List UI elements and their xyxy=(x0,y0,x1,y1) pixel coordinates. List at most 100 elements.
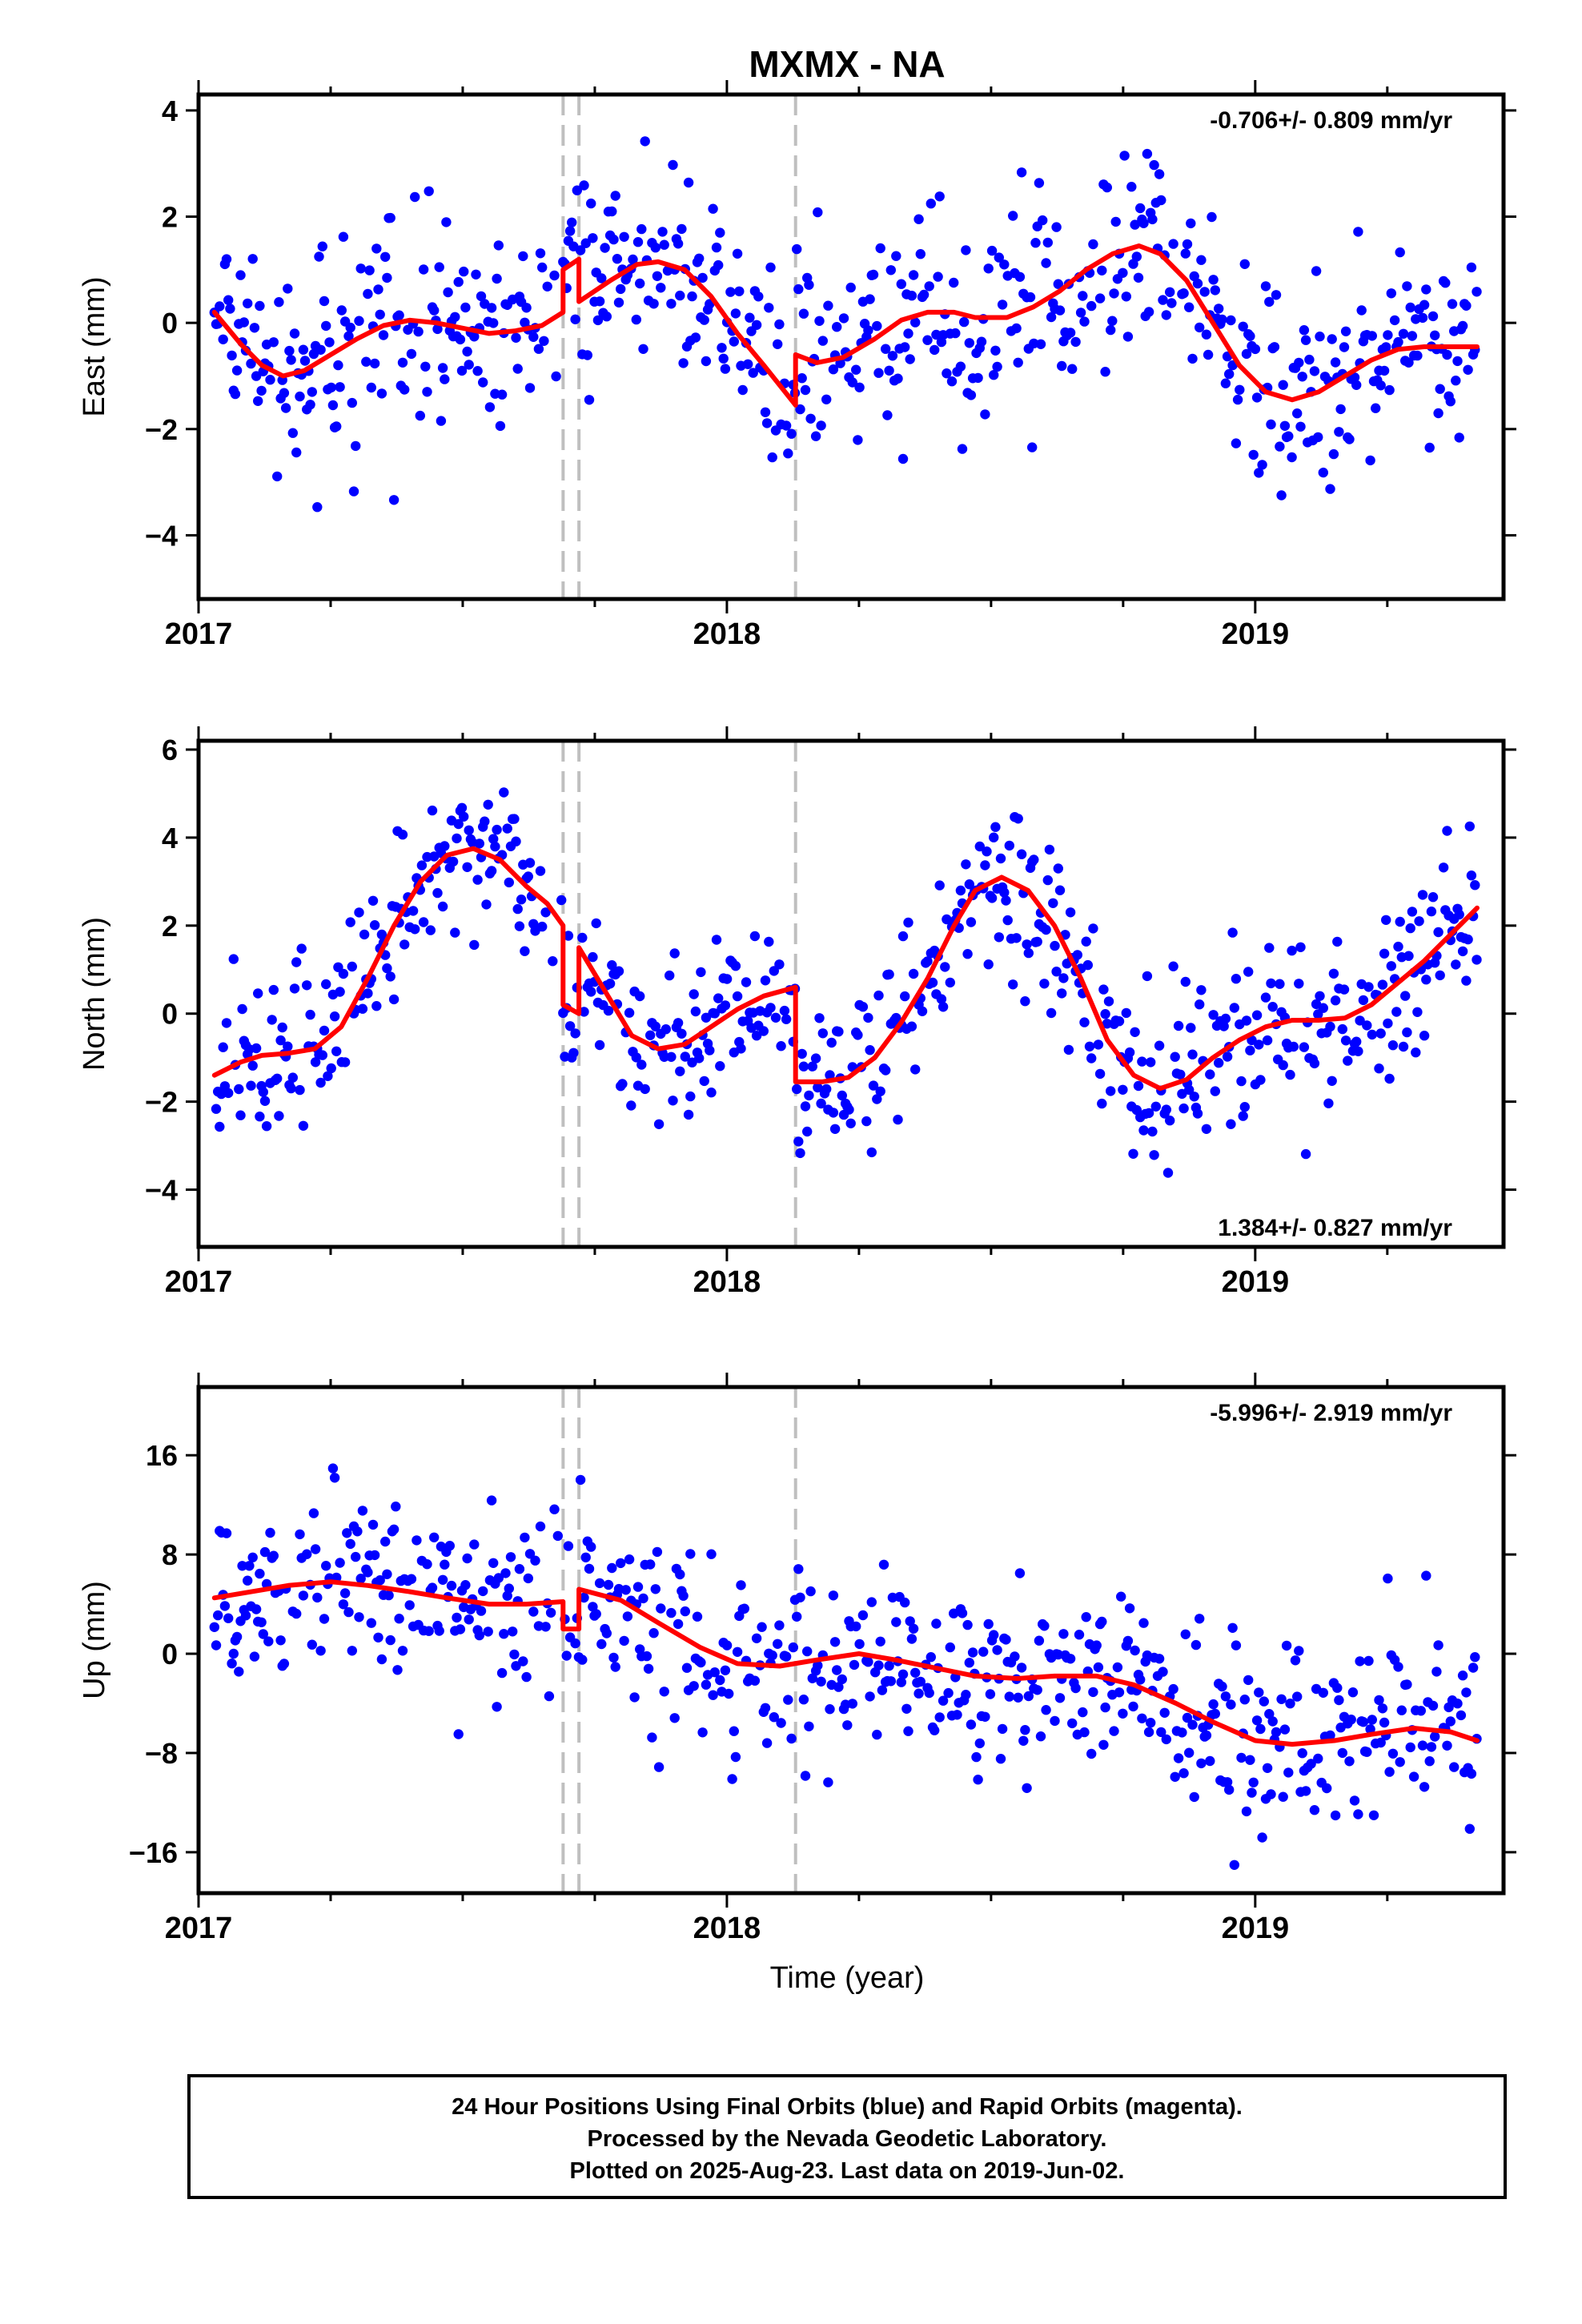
data-point xyxy=(376,1654,387,1665)
y-tick-label: 4 xyxy=(162,94,178,127)
data-point xyxy=(926,1652,937,1663)
data-point xyxy=(308,1508,319,1518)
data-point xyxy=(518,1656,528,1667)
data-point xyxy=(361,356,371,367)
data-point xyxy=(1330,1810,1341,1821)
data-point xyxy=(321,320,331,332)
data-point xyxy=(1173,1020,1184,1031)
data-point xyxy=(251,1604,262,1614)
data-point xyxy=(1445,396,1456,407)
data-point xyxy=(1419,1782,1430,1792)
data-point xyxy=(821,1084,832,1095)
data-point xyxy=(440,841,450,851)
data-point xyxy=(388,495,400,505)
data-point xyxy=(934,880,945,891)
data-point xyxy=(788,1642,798,1653)
data-point xyxy=(1396,1705,1407,1715)
data-point xyxy=(218,1042,228,1052)
data-point xyxy=(1118,1708,1128,1719)
data-point xyxy=(268,1550,279,1561)
data-point xyxy=(622,1611,633,1622)
data-point xyxy=(635,278,645,289)
data-point xyxy=(1137,1056,1147,1067)
data-point xyxy=(1008,211,1018,221)
data-point xyxy=(694,1053,705,1063)
data-point xyxy=(783,448,793,459)
data-point xyxy=(1402,1027,1412,1038)
data-point xyxy=(997,300,1008,310)
data-point xyxy=(1353,1046,1363,1057)
data-point xyxy=(478,377,488,388)
data-point xyxy=(315,1077,326,1088)
data-point xyxy=(284,345,295,356)
data-point xyxy=(1384,384,1395,396)
y-tick-label: −4 xyxy=(145,1174,178,1207)
data-point xyxy=(1387,1040,1399,1051)
data-point xyxy=(1325,484,1335,494)
data-point xyxy=(596,273,607,283)
data-point xyxy=(978,1647,989,1657)
data-point xyxy=(701,1679,712,1690)
data-point xyxy=(1264,1709,1275,1719)
data-point xyxy=(1231,1640,1242,1651)
data-point xyxy=(345,917,355,927)
data-point xyxy=(347,397,357,408)
data-point xyxy=(769,1712,779,1723)
data-point xyxy=(845,1118,856,1129)
data-point xyxy=(1245,331,1255,341)
data-point xyxy=(1440,278,1451,288)
data-point xyxy=(1337,1747,1348,1759)
data-point xyxy=(369,1550,380,1561)
data-point xyxy=(1472,287,1482,297)
data-point xyxy=(749,931,761,942)
data-point xyxy=(1251,1715,1263,1726)
velocity-rate-label: 1.384+/- 0.827 mm/yr xyxy=(1218,1215,1452,1241)
data-point xyxy=(1417,890,1428,900)
data-point xyxy=(711,935,722,945)
data-point xyxy=(1322,1783,1332,1794)
data-point xyxy=(570,1638,580,1649)
data-point xyxy=(1227,927,1238,938)
data-point xyxy=(1106,324,1116,336)
data-point xyxy=(327,400,339,411)
data-point xyxy=(792,243,802,255)
data-point xyxy=(556,895,567,906)
data-point xyxy=(511,1661,521,1671)
data-point xyxy=(231,365,243,376)
data-point xyxy=(1421,1570,1431,1581)
data-point xyxy=(295,391,305,402)
data-point xyxy=(317,1050,327,1060)
data-point xyxy=(905,354,915,364)
data-point xyxy=(1414,916,1424,927)
data-point xyxy=(964,338,975,348)
data-point xyxy=(378,330,389,340)
data-point xyxy=(279,1659,290,1669)
data-point xyxy=(1330,995,1341,1006)
data-point xyxy=(329,1473,340,1483)
data-point xyxy=(1276,1694,1287,1704)
data-point xyxy=(990,822,1001,832)
data-point xyxy=(380,1536,391,1547)
data-point xyxy=(786,1733,797,1744)
data-point xyxy=(397,830,408,840)
data-point xyxy=(582,350,592,360)
data-point xyxy=(1146,1057,1156,1068)
data-point xyxy=(673,1618,684,1630)
data-point xyxy=(584,395,595,405)
data-point xyxy=(237,1561,247,1571)
data-point xyxy=(1377,979,1388,990)
data-point xyxy=(1300,1148,1311,1160)
data-point xyxy=(366,1618,376,1628)
data-point xyxy=(697,1727,708,1738)
data-point xyxy=(828,364,839,375)
data-point xyxy=(832,1665,842,1675)
data-point xyxy=(631,1052,641,1063)
data-point xyxy=(1109,1726,1119,1736)
data-point xyxy=(903,917,913,928)
data-point xyxy=(579,180,589,191)
north-panel: −4 −2 0 2 4 6 2017 2018 2019 North (mm) 1.384+/- 0… xyxy=(78,726,1516,1299)
data-point xyxy=(1299,1042,1310,1052)
data-point xyxy=(897,931,909,942)
x-tick-label: 2017 xyxy=(165,1265,233,1299)
data-point xyxy=(945,977,956,988)
